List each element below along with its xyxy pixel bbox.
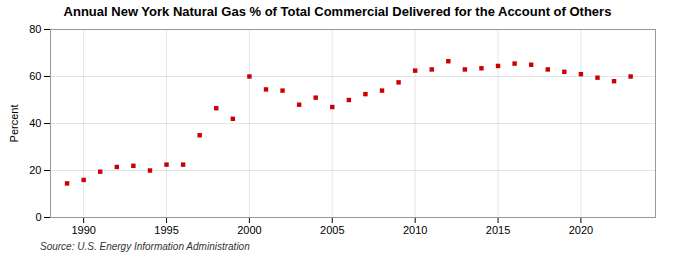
svg-text:40: 40	[29, 117, 41, 129]
svg-text:2010: 2010	[403, 224, 427, 236]
html-text:Annual New York Natural Gas %: Annual New York Natural Gas % of Total C…	[63, 4, 612, 19]
svg-text:2005: 2005	[320, 224, 344, 236]
html-text:Source: U.S. Energy Informatio: Source: U.S. Energy Information Administ…	[40, 241, 250, 252]
svg-text:60: 60	[29, 70, 41, 82]
svg-text:2020: 2020	[569, 224, 593, 236]
svg-text:1990: 1990	[71, 224, 95, 236]
svg-text:2000: 2000	[237, 224, 261, 236]
svg-text:0: 0	[35, 211, 41, 223]
svg-text:2015: 2015	[486, 224, 510, 236]
svg-text:20: 20	[29, 164, 41, 176]
svg-text:1995: 1995	[154, 224, 178, 236]
svg-text:80: 80	[29, 23, 41, 35]
svg-text:Percent: Percent	[8, 105, 20, 143]
